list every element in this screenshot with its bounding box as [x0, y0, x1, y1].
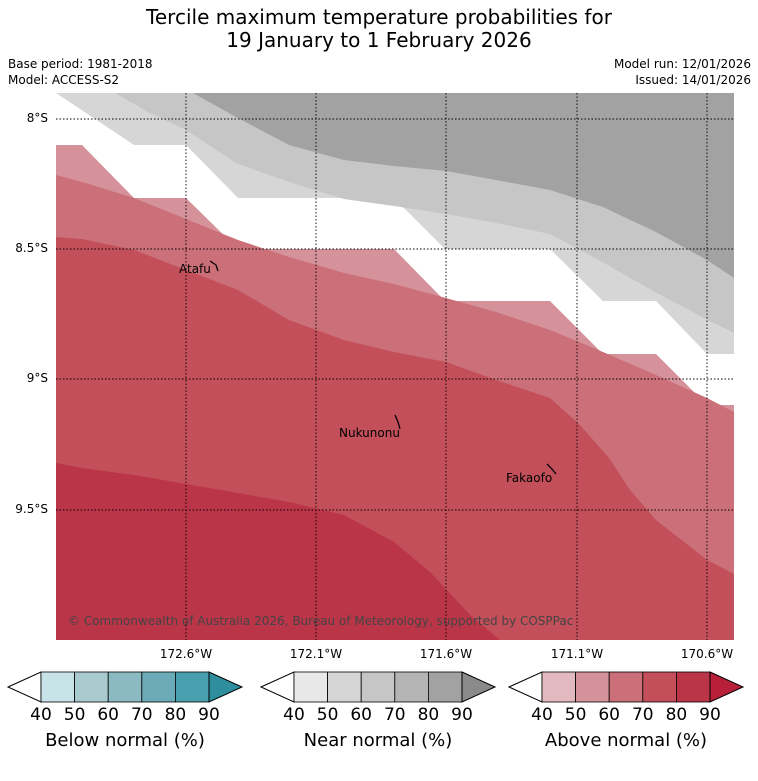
above-tick-80: 80	[665, 705, 688, 725]
below-segment-2	[74, 671, 109, 703]
above-over-triangle	[709, 671, 745, 703]
above-segment-1	[541, 671, 576, 703]
place-label-atafu: Atafu	[179, 262, 211, 276]
below-segment-1	[40, 671, 75, 703]
below-tick-70: 70	[130, 705, 153, 725]
place-label-fakaofo: Fakaofo	[506, 471, 553, 485]
near-under-triangle	[259, 671, 295, 703]
below-segment-3	[107, 671, 143, 703]
lat-label-9s: 9°S	[26, 371, 48, 385]
gridlines	[56, 93, 734, 640]
near-tick-50: 50	[316, 705, 339, 725]
below-over-triangle	[208, 671, 244, 703]
model-name: Model: ACCESS-S2	[8, 73, 120, 87]
near-normal-90-region	[193, 93, 734, 278]
fakaofo-atoll	[546, 463, 557, 475]
above-under-triangle	[507, 671, 543, 703]
colorbar-below-normal	[6, 671, 244, 703]
colorbar-above-normal	[507, 671, 745, 703]
above-tick-70: 70	[631, 705, 654, 725]
near-segment-5	[427, 671, 463, 703]
near-segment-1	[293, 671, 328, 703]
above-segment-3	[608, 671, 644, 703]
above-segment-5	[676, 671, 711, 703]
below-tick-80: 80	[164, 705, 187, 725]
lon-label-172-1w: 172.1°W	[289, 647, 343, 661]
lon-label-170-6w: 170.6°W	[680, 647, 734, 661]
near-tick-70: 70	[383, 705, 406, 725]
below-under-triangle	[6, 671, 42, 703]
above-tick-40: 40	[531, 705, 553, 725]
lon-label-171-1w: 171.1°W	[550, 647, 604, 661]
below-segment-4	[141, 671, 176, 703]
chart-title-line2: 19 January to 1 February 2026	[226, 28, 532, 52]
near-tick-80: 80	[417, 705, 440, 725]
below-segment-5	[174, 671, 210, 703]
map-area	[56, 93, 734, 640]
colorbar-title-above-normal: Above normal (%)	[544, 730, 708, 751]
below-tick-40: 40	[30, 705, 52, 725]
near-over-triangle	[461, 671, 497, 703]
near-segment-4	[394, 671, 429, 703]
near-tick-40: 40	[283, 705, 305, 725]
model-run: Model run: 12/01/2026	[613, 57, 751, 71]
below-tick-90: 90	[198, 705, 220, 725]
lon-label-172-6w: 172.6°W	[159, 647, 213, 661]
lat-label-8s: 8°S	[26, 111, 48, 125]
near-tick-60: 60	[350, 705, 372, 725]
above-segment-4	[642, 671, 677, 703]
below-tick-60: 60	[97, 705, 119, 725]
below-tick-50: 50	[63, 705, 86, 725]
base-period: Base period: 1981-2018	[8, 57, 153, 71]
above-tick-50: 50	[564, 705, 587, 725]
above-normal-80-region	[56, 463, 500, 640]
above-tick-60: 60	[598, 705, 620, 725]
place-label-nukunonu: Nukunonu	[339, 426, 400, 440]
above-segment-2	[575, 671, 610, 703]
near-segment-3	[360, 671, 396, 703]
lat-label-8-5s: 8.5°S	[15, 241, 48, 255]
atafu-atoll	[209, 260, 219, 272]
lon-label-171-6w: 171.6°W	[419, 647, 473, 661]
above-tick-90: 90	[699, 705, 721, 725]
near-segment-2	[327, 671, 362, 703]
nukunonu-atoll	[394, 414, 401, 430]
colorbar-title-below-normal: Below normal (%)	[45, 730, 205, 751]
chart-title-line1: Tercile maximum temperature probabilitie…	[146, 5, 612, 29]
lat-label-9-5s: 9.5°S	[15, 502, 48, 516]
colorbar-near-normal	[259, 671, 497, 703]
copyright-notice: © Commonwealth of Australia 2026, Bureau…	[68, 614, 574, 628]
near-tick-90: 90	[451, 705, 473, 725]
issued-date: Issued: 14/01/2026	[635, 73, 751, 87]
colorbar-title-near-normal: Near normal (%)	[303, 730, 453, 751]
